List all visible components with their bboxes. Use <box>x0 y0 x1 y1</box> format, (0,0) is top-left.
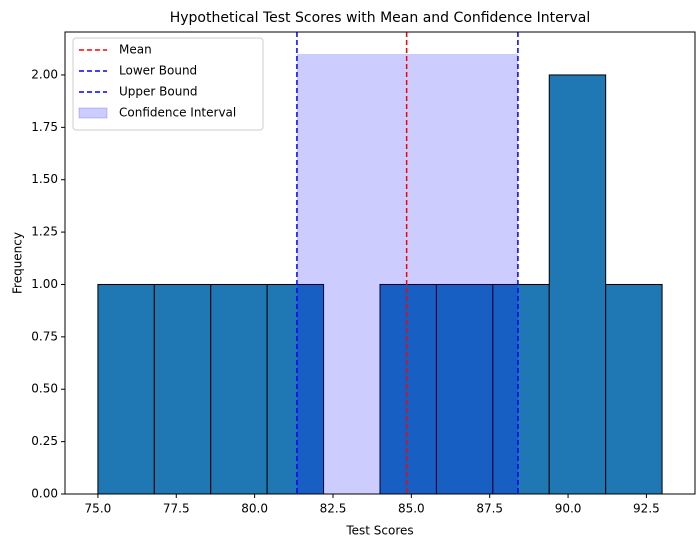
x-axis-label: Test Scores <box>345 524 413 538</box>
legend-label: Lower Bound <box>119 64 197 78</box>
y-tick-label: 1.00 <box>31 277 58 291</box>
bar <box>97 283 155 495</box>
x-tick-label: 80.0 <box>241 502 268 516</box>
y-tick-label: 0.00 <box>31 487 58 501</box>
x-tick-label: 75.0 <box>85 502 112 516</box>
x-tick-label: 85.0 <box>398 502 425 516</box>
y-tick-label: 0.50 <box>31 382 58 396</box>
legend-box <box>72 37 264 131</box>
bar <box>153 283 212 495</box>
y-tick-label: 0.75 <box>31 329 58 343</box>
x-tick-label: 82.5 <box>320 502 347 516</box>
x-tick-label: 92.5 <box>633 502 660 516</box>
y-tick-label: 1.75 <box>31 120 58 134</box>
y-tick-label: 1.50 <box>31 172 58 186</box>
plot-frame <box>64 31 696 495</box>
bar <box>435 283 494 495</box>
x-tick-label: 90.0 <box>555 502 582 516</box>
legend-label: Confidence Interval <box>119 106 236 120</box>
legend-swatch <box>78 107 108 119</box>
bar <box>266 283 325 495</box>
bar <box>548 74 607 495</box>
y-tick-label: 1.25 <box>31 225 58 239</box>
bar <box>379 283 437 495</box>
chart-title: Hypothetical Test Scores with Mean and C… <box>170 10 591 26</box>
legend-label: Upper Bound <box>119 85 198 99</box>
bar <box>210 283 268 495</box>
y-tick-label: 2.00 <box>31 67 58 81</box>
legend-label: Mean <box>119 43 152 57</box>
y-tick-label: 0.25 <box>31 434 58 448</box>
confidence-span <box>296 54 518 494</box>
x-tick-label: 77.5 <box>163 502 190 516</box>
y-axis-label: Frequency <box>11 232 25 294</box>
bar <box>605 283 663 495</box>
x-tick-label: 87.5 <box>476 502 503 516</box>
